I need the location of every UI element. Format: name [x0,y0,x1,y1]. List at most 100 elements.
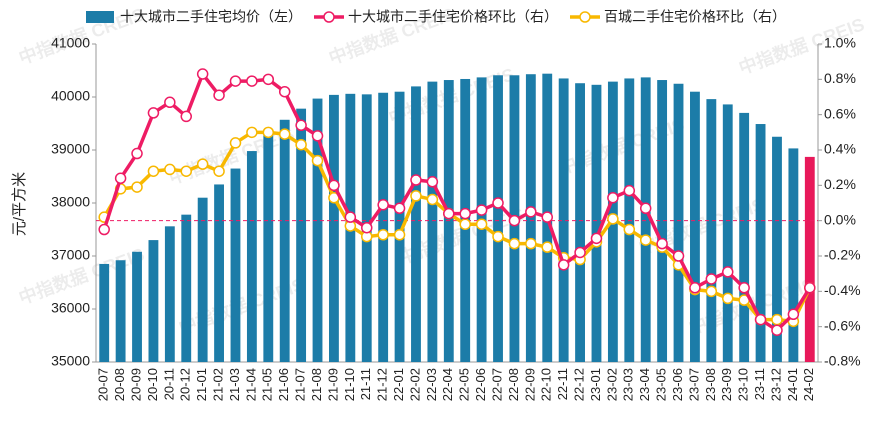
point [689,282,701,294]
bar [722,104,733,363]
bar [804,156,815,362]
point [623,184,636,197]
bar [312,98,323,362]
point [722,266,734,278]
x-tick-label: 20-09 [128,368,143,401]
x-tick-label: 22-01 [391,368,406,401]
x-tick-label: 20-08 [112,368,127,401]
point [98,223,110,236]
y2-tick-label: 0.4% [824,141,856,157]
x-tick-label: 22-02 [407,368,422,401]
point [607,213,619,225]
point [393,202,406,215]
point [147,107,160,119]
point [525,206,537,218]
bar [181,214,192,362]
y2-tick-label: -0.4% [824,282,861,298]
point [426,193,439,206]
point [541,241,553,253]
bar [329,94,339,362]
x-tick-label: 23-10 [736,368,751,401]
point [656,237,668,250]
y2-tick-label: 0.6% [824,105,856,121]
point [180,165,192,177]
legend-label: 十大城市二手住宅价格环比（右） [348,9,558,25]
y-tick-label: 35000 [51,353,90,369]
point [590,232,603,245]
y-tick-label: 40000 [51,88,90,104]
bar [772,136,782,362]
x-tick-label: 24-02 [801,368,816,401]
point [229,137,242,149]
bar [657,80,668,362]
x-tick-label: 23-03 [621,368,636,401]
y-tick-label: 41000 [51,35,90,51]
y2-tick-label: 1.0% [824,35,856,51]
point [114,172,127,185]
bar [279,119,290,362]
point [196,158,209,170]
point [475,218,488,230]
point [295,138,307,151]
x-tick-label: 21-02 [211,368,226,401]
legend-swatch [86,11,114,23]
bar [99,263,110,362]
y2-tick-label: 0.2% [824,176,856,192]
point [541,211,553,223]
point [311,130,324,142]
point [574,246,586,259]
point [361,221,373,234]
point [147,165,160,177]
point [410,190,422,202]
point [328,179,340,192]
bar [411,86,421,363]
bar [378,92,389,362]
x-tick-label: 23-01 [588,368,603,401]
point [804,282,816,294]
point [607,191,619,204]
legend-label: 十大城市二手住宅均价（左） [120,9,302,25]
point [525,237,537,250]
point [705,285,718,298]
x-tick-label: 20-10 [145,368,160,401]
point [262,73,275,86]
bar [246,151,257,362]
x-tick-label: 22-06 [473,368,488,401]
bar [706,99,717,363]
x-tick-label: 21-05 [260,368,275,401]
x-tick-label: 23-06 [670,368,685,401]
point [311,154,324,167]
bar [394,91,405,362]
x-tick-label: 21-09 [325,368,340,401]
y-axis-label: 元/平方米 [11,172,28,236]
point [377,229,389,241]
x-tick-label: 21-03 [227,368,242,401]
point [131,181,143,193]
point [459,218,471,230]
point [639,202,652,215]
point [771,313,783,326]
x-tick-label: 21-07 [293,368,308,401]
bar [640,77,651,362]
y-tick-label: 38000 [51,194,90,210]
x-tick-label: 21-10 [342,368,357,401]
legend-swatch [579,11,591,23]
point [213,89,225,101]
x-tick-label: 23-11 [752,368,767,400]
x-tick-label: 23-12 [768,368,783,401]
bar [755,124,766,362]
point [180,110,192,123]
x-tick-label: 22-10 [539,368,554,401]
point [754,313,767,326]
y2-tick-label: -0.8% [824,353,861,369]
point [672,250,685,262]
point [196,68,209,80]
x-tick-label: 22-03 [424,368,439,401]
point [492,197,504,209]
y-tick-label: 39000 [51,141,90,157]
bar [115,260,126,362]
x-tick-label: 23-07 [686,368,701,401]
point [623,223,636,236]
x-tick-label: 21-01 [194,368,209,401]
